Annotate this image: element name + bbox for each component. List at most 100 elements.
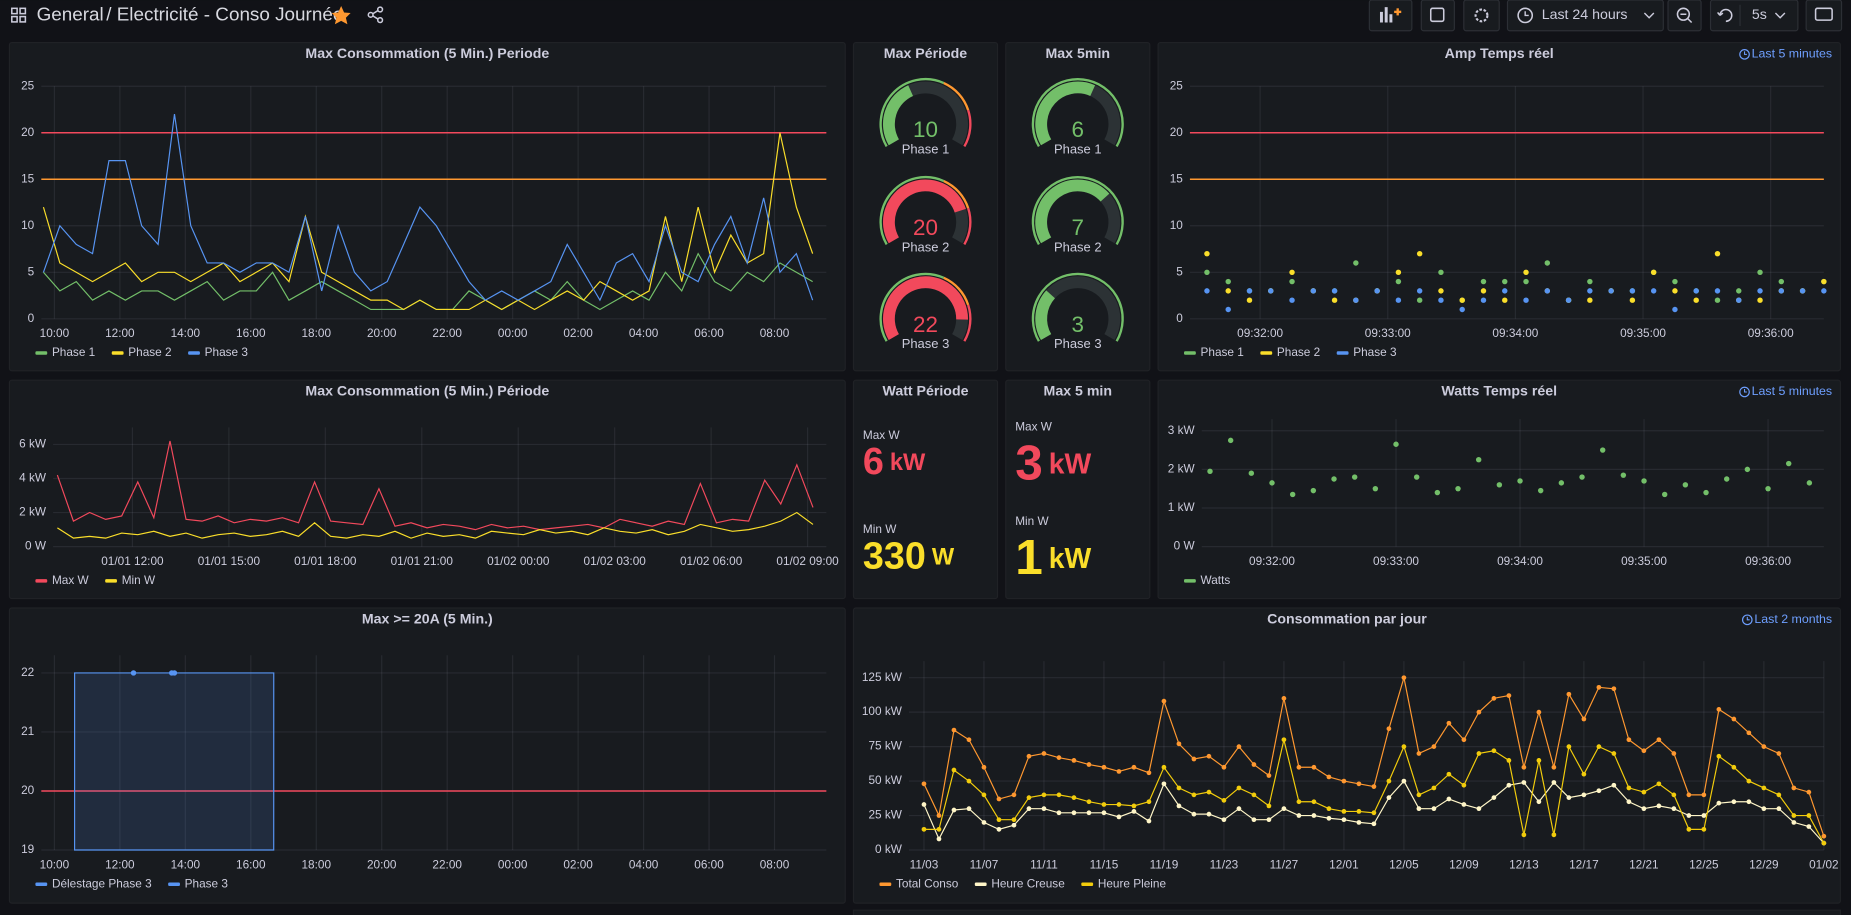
x-tick-label: 01/01 21:00 — [391, 554, 454, 568]
share-icon[interactable] — [367, 6, 384, 24]
x-tick-label: 12/13 — [1509, 857, 1539, 871]
data-point — [1502, 297, 1508, 303]
dashboard-title: / Electricité - Conso Journée — [106, 4, 343, 25]
data-point — [1671, 751, 1677, 756]
legend-swatch — [1184, 579, 1196, 583]
data-point — [1225, 278, 1231, 285]
legend-label: Total Conso — [896, 876, 959, 890]
stat-unit: W — [932, 545, 955, 571]
save-button[interactable] — [1420, 0, 1455, 32]
data-point — [1289, 491, 1296, 498]
data-point — [1416, 288, 1423, 294]
y-tick-label: 25 — [21, 78, 35, 92]
y-tick-label: 0 W — [1174, 539, 1196, 553]
data-point — [1682, 482, 1689, 488]
data-point — [1056, 755, 1062, 761]
data-point — [1341, 809, 1347, 814]
y-tick-label: 15 — [1170, 171, 1184, 185]
data-point — [996, 817, 1002, 823]
data-point — [981, 764, 987, 770]
stat-number: 330 — [863, 535, 926, 577]
data-point — [1161, 698, 1167, 704]
gauge-label: Phase 2 — [1054, 239, 1102, 254]
data-point — [1026, 753, 1032, 759]
data-point — [1714, 288, 1721, 294]
legend-swatch — [1081, 882, 1094, 887]
data-point — [1041, 792, 1047, 798]
clock-icon — [1517, 7, 1534, 24]
data-point — [1536, 758, 1542, 763]
data-point — [1289, 278, 1295, 285]
panel-title: Max 5min — [1046, 46, 1111, 62]
data-point — [1744, 466, 1751, 473]
zoom-out-button[interactable] — [1667, 0, 1702, 32]
data-point — [1672, 278, 1678, 285]
refresh-picker[interactable] — [1709, 0, 1799, 32]
x-tick-label: 01/01 18:00 — [294, 554, 357, 568]
legend-label: Min W — [122, 573, 156, 587]
gauge-value: 6 — [1072, 117, 1084, 142]
y-tick-label: 100 kW — [862, 704, 903, 718]
star-icon[interactable] — [331, 5, 351, 25]
data-point — [1416, 297, 1423, 303]
y-tick-label: 0 — [28, 311, 35, 325]
data-point — [1671, 806, 1677, 812]
legend-swatch — [1260, 351, 1273, 355]
data-point — [1246, 297, 1253, 303]
data-point — [1641, 789, 1647, 795]
data-point — [1251, 817, 1257, 823]
x-tick-label: 10:00 — [40, 857, 70, 871]
data-point — [951, 727, 957, 733]
data-point — [1502, 278, 1508, 285]
data-point — [1225, 306, 1231, 313]
tv-mode-button[interactable] — [1805, 0, 1843, 32]
data-point — [1296, 813, 1302, 818]
legend-label: Phase 1 — [52, 345, 95, 359]
data-point — [1701, 826, 1707, 832]
add-panel-icon — [1379, 7, 1402, 23]
data-point — [1778, 288, 1785, 294]
data-point — [1565, 297, 1572, 303]
data-point — [1517, 478, 1523, 484]
data-point — [1401, 778, 1407, 784]
x-tick-label: 09:32:00 — [1237, 326, 1283, 340]
data-point — [1629, 288, 1636, 294]
y-tick-label: 20 — [21, 125, 35, 139]
data-point — [1431, 744, 1437, 749]
data-point — [1521, 780, 1527, 785]
data-point — [1204, 250, 1210, 257]
y-tick-label: 15 — [21, 171, 35, 185]
data-point — [1496, 482, 1503, 488]
legend-swatch — [35, 579, 48, 583]
data-point — [1401, 675, 1407, 681]
x-tick-label: 02:00 — [563, 857, 593, 871]
x-tick-label: 12/17 — [1569, 857, 1599, 871]
data-point — [1761, 744, 1767, 749]
gauge-label: Phase 3 — [1054, 336, 1102, 351]
panel-title: Consommation par jour — [1267, 612, 1427, 628]
x-tick-label: 06:00 — [694, 857, 724, 871]
time-picker[interactable] — [1506, 0, 1664, 32]
panel-title: Watts Temps réel — [1441, 384, 1557, 400]
settings-button[interactable] — [1463, 0, 1500, 32]
x-tick-label: 11/11 — [1030, 857, 1058, 871]
data-point — [1776, 751, 1782, 756]
data-point — [1799, 288, 1806, 294]
data-point — [1656, 803, 1662, 809]
data-point — [1599, 447, 1606, 453]
apps-icon[interactable] — [11, 7, 27, 23]
y-tick-label: 20 — [21, 783, 35, 797]
panel-time-range: Last 2 months — [1754, 612, 1832, 626]
data-point — [921, 802, 927, 807]
data-point — [1650, 269, 1657, 275]
folder-link[interactable]: General — [37, 4, 104, 25]
x-tick-label: 12:00 — [105, 326, 135, 340]
data-point — [966, 806, 972, 812]
series-line — [56, 440, 814, 531]
y-tick-label: 10 — [1170, 218, 1184, 232]
x-tick-label: 09:35:00 — [1621, 554, 1667, 568]
data-point — [1204, 288, 1210, 294]
data-point — [1204, 269, 1210, 275]
data-point — [1371, 784, 1377, 789]
panel — [1157, 379, 1841, 600]
